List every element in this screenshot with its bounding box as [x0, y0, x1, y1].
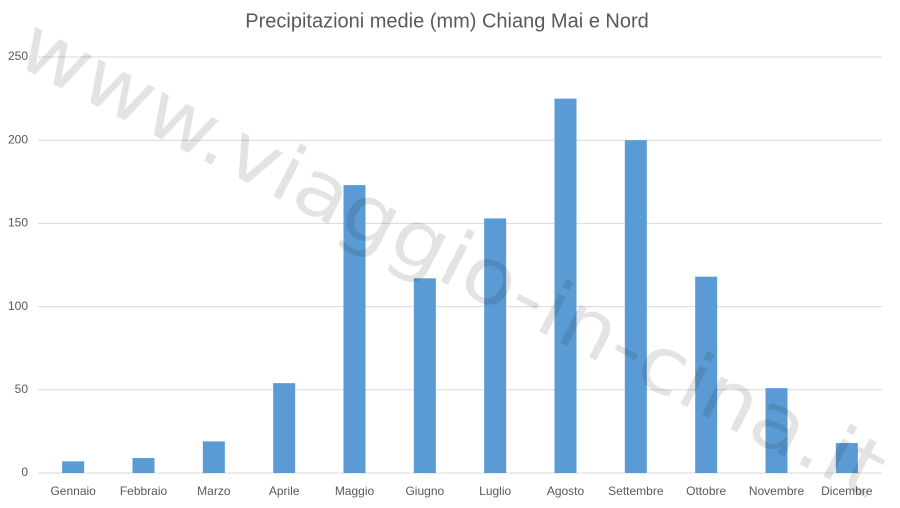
chart-title: Precipitazioni medie (mm) Chiang Mai e N… — [245, 10, 648, 32]
x-tick-label: Giugno — [405, 484, 444, 498]
watermark: www.viaggio-in-cina.it — [4, 0, 900, 508]
bar — [624, 140, 647, 473]
bar — [554, 98, 577, 473]
x-tick-label: Gennaio — [50, 484, 96, 498]
y-tick-label: 50 — [15, 382, 29, 396]
bar — [273, 383, 296, 473]
x-tick-label: Marzo — [197, 484, 231, 498]
bar — [343, 185, 366, 474]
x-tick-label: Novembre — [749, 484, 805, 498]
bar — [132, 458, 155, 473]
x-tick-label: Aprile — [269, 484, 300, 498]
y-tick-label: 200 — [8, 132, 28, 146]
bar — [413, 278, 436, 473]
y-tick-label: 150 — [8, 216, 28, 230]
bar — [202, 441, 225, 473]
x-tick-label: Settembre — [608, 484, 664, 498]
x-tick-label: Maggio — [335, 484, 375, 498]
bar — [62, 461, 85, 473]
x-tick-label: Febbraio — [120, 484, 168, 498]
y-tick-label: 100 — [8, 299, 28, 313]
bar — [835, 443, 858, 473]
x-tick-label: Luglio — [479, 484, 511, 498]
y-tick-label: 0 — [21, 465, 28, 479]
x-tick-label: Ottobre — [686, 484, 726, 498]
bar — [695, 276, 718, 473]
x-tick-label: Agosto — [547, 484, 585, 498]
bar — [484, 218, 507, 473]
bar — [765, 388, 788, 473]
y-tick-label: 250 — [8, 49, 28, 63]
x-tick-label: Dicembre — [821, 484, 873, 498]
